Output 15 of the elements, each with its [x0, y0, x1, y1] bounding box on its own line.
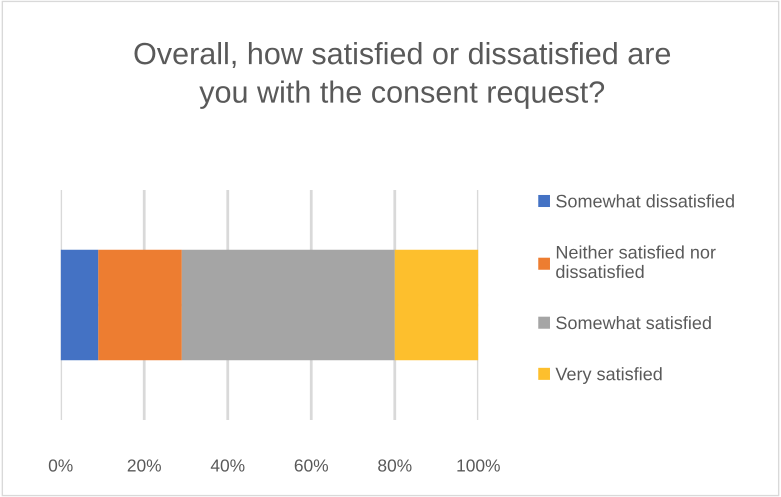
legend-label: Very satisfied [555, 367, 662, 384]
bar [98, 250, 182, 360]
x-tick-label: 40% [210, 459, 244, 472]
chart-title: Overall, how satisfied or dissatisfied are you with the consent request? [134, 42, 670, 109]
x-tick-label: 20% [128, 459, 161, 472]
legend-label: Somewhat dissatisfied [556, 194, 734, 208]
legend-label: Neither satisfied nor dissatisfied [556, 245, 716, 278]
bar [60, 250, 98, 360]
x-tick-label: 80% [378, 459, 412, 472]
x-tick-label: 60% [294, 459, 328, 472]
x-tick-label: 0% [48, 459, 73, 472]
x-tick-label: 100% [457, 459, 500, 472]
bar [182, 250, 395, 360]
legend-label: Somewhat satisfied [556, 316, 711, 330]
bar [394, 250, 478, 360]
